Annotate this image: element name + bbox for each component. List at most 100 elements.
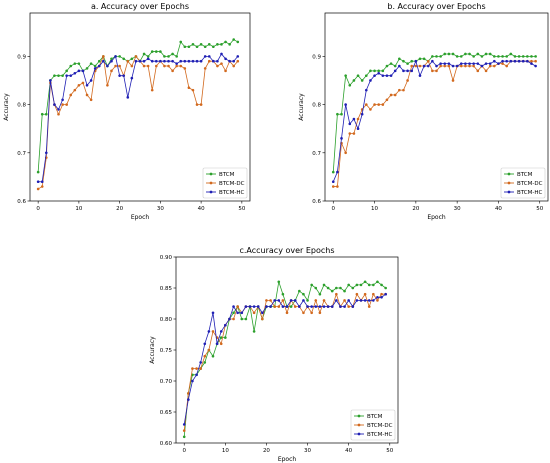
data-point [459, 62, 463, 65]
data-point [154, 59, 158, 63]
chart-title: b. Accuracy over Epochs [387, 2, 485, 11]
y-tick-label: 0.6 [312, 199, 321, 205]
data-point [44, 151, 48, 155]
data-point [195, 45, 199, 49]
data-point [69, 64, 73, 68]
data-point [228, 317, 231, 321]
x-axis-label: Epoch [278, 456, 297, 463]
data-point [134, 59, 138, 63]
legend-marker [357, 414, 361, 418]
data-point [240, 311, 244, 315]
y-tick-label: 0.70 [160, 379, 173, 385]
series-btcm-hc [182, 292, 387, 426]
data-point [431, 69, 434, 73]
data-point [232, 305, 235, 308]
data-point [118, 64, 121, 68]
y-tick-label: 0.9 [17, 54, 26, 60]
data-point [476, 52, 480, 56]
data-point [501, 59, 504, 63]
data-point [380, 283, 383, 287]
series-line [332, 53, 536, 173]
data-point [439, 62, 442, 65]
data-point [252, 305, 256, 308]
data-point [236, 305, 239, 308]
x-tick-label: 30 [157, 206, 164, 212]
data-point [220, 62, 223, 65]
data-point [443, 52, 447, 56]
data-point [93, 67, 97, 70]
legend-marker [357, 432, 361, 436]
data-point [85, 93, 89, 97]
y-axis-label: Accuracy [149, 336, 156, 364]
data-point [211, 311, 215, 315]
data-point [53, 103, 56, 106]
data-point [468, 64, 471, 68]
data-point [77, 62, 81, 65]
data-point [326, 286, 330, 290]
data-point [355, 299, 359, 302]
data-point [339, 286, 342, 290]
data-point [256, 305, 260, 308]
chart-title: a. Accuracy over Epochs [91, 2, 189, 11]
x-tick-label: 50 [238, 206, 245, 212]
legend: BTCM BTCM-DC BTCM-HC [500, 167, 546, 199]
data-point [81, 69, 85, 73]
data-point [240, 317, 244, 321]
data-point [302, 292, 305, 296]
data-point [340, 137, 343, 140]
data-point [526, 59, 529, 63]
data-point [219, 336, 223, 339]
data-point [331, 170, 335, 174]
data-point [69, 74, 73, 77]
legend-marker [507, 181, 511, 185]
data-point [163, 59, 166, 63]
data-point [493, 55, 496, 58]
data-point [336, 112, 339, 116]
y-tick-label: 0.8 [17, 103, 26, 109]
data-point [134, 55, 138, 58]
data-point [472, 55, 475, 58]
data-point [493, 59, 496, 63]
data-point [377, 69, 380, 73]
data-point [236, 311, 239, 315]
data-point [464, 62, 467, 65]
data-point [385, 74, 389, 77]
data-point [175, 55, 178, 58]
data-point [118, 55, 121, 58]
data-point [517, 59, 521, 63]
data-point [215, 342, 219, 346]
data-point [236, 40, 240, 44]
data-point [302, 311, 305, 315]
x-tick-label: 50 [536, 206, 543, 212]
data-point [336, 170, 339, 174]
x-tick-label: 20 [412, 206, 419, 212]
data-point [244, 317, 248, 321]
data-point [219, 342, 223, 346]
data-point [521, 59, 525, 63]
data-point [373, 74, 376, 77]
data-point [376, 280, 379, 284]
y-tick-label: 0.6 [17, 199, 26, 205]
data-point [281, 305, 285, 308]
data-point [398, 88, 401, 92]
data-point [122, 57, 126, 61]
data-point [384, 292, 387, 296]
chart-title: c.Accuracy over Epochs [239, 246, 334, 255]
legend-box [202, 167, 248, 199]
x-tick-label: 10 [371, 206, 378, 212]
data-point [65, 69, 68, 73]
data-point [77, 69, 81, 73]
data-point [340, 112, 343, 116]
data-point [363, 299, 367, 302]
legend-label: BTCM-HC [517, 190, 543, 196]
data-point [97, 59, 101, 63]
data-point [163, 55, 166, 58]
data-point [348, 84, 352, 87]
data-point [310, 305, 313, 308]
legend-label: BTCM-DC [517, 181, 543, 187]
data-point [203, 354, 207, 358]
data-point [57, 108, 60, 111]
data-point [293, 305, 297, 308]
data-point [380, 296, 383, 299]
data-point [484, 52, 488, 56]
